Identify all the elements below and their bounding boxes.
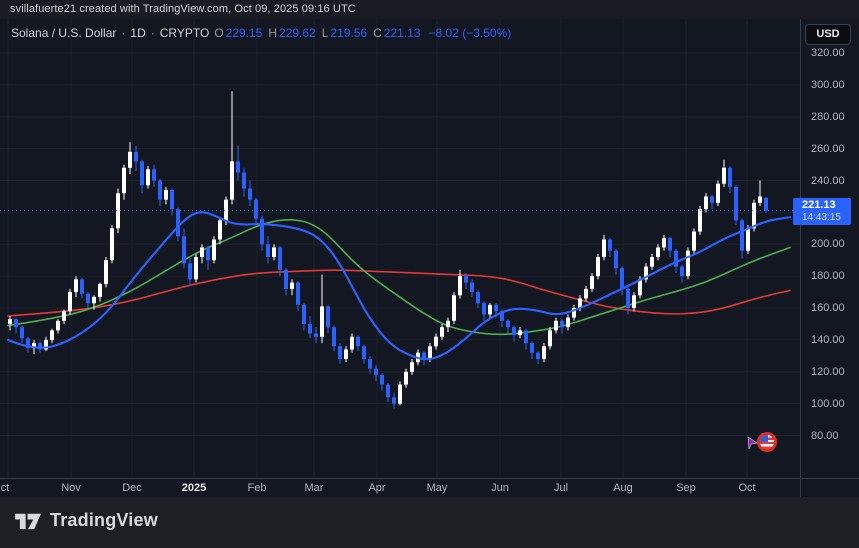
legend-symbol-name[interactable]: Solana / U.S. Dollar xyxy=(11,26,117,40)
candlestick-chart-canvas[interactable] xyxy=(0,19,859,478)
brand-bar: TradingView xyxy=(0,497,859,548)
time-tick-label: ct xyxy=(0,482,10,494)
legend-exchange[interactable]: CRYPTO xyxy=(159,26,210,40)
legend-open-value: 229.15 xyxy=(225,26,263,40)
price-tick-label: 240.00 xyxy=(811,174,845,187)
currency-toggle-button[interactable]: USD xyxy=(805,24,851,45)
price-tick-label: 140.00 xyxy=(811,333,845,346)
grid-lines xyxy=(0,19,800,478)
time-tick-label: May xyxy=(426,482,448,494)
price-tick-label: 300.00 xyxy=(811,78,845,91)
legend-close-letter: C xyxy=(373,26,382,40)
top-credit-bar: svillafuerte21 created with TradingView.… xyxy=(0,0,859,19)
time-tick-label: 2025 xyxy=(181,482,207,494)
price-tick-label: 80.00 xyxy=(811,429,839,442)
price-tick-label: 180.00 xyxy=(811,270,845,283)
price-scale[interactable]: USD 221.13 14:43:15 320.00 300.00 280.00 26… xyxy=(793,19,859,478)
price-tick-label: 100.00 xyxy=(811,397,845,410)
tradingview-logo[interactable]: TradingView xyxy=(15,509,158,532)
tradingview-logo-icon xyxy=(15,513,41,530)
time-tick-label: Sep xyxy=(676,482,696,494)
price-tick-label: 260.00 xyxy=(811,142,845,155)
candles-layer xyxy=(8,91,768,409)
legend-high-letter: H xyxy=(268,26,278,40)
time-tick-label: Nov xyxy=(61,482,81,494)
ma-red-line xyxy=(7,269,791,317)
legend-separator: · xyxy=(121,26,126,40)
price-tick-label: 120.00 xyxy=(811,365,845,378)
price-tick-label: 320.00 xyxy=(811,47,845,59)
legend-open-letter: O xyxy=(214,26,224,40)
legend-high-value: 229.62 xyxy=(279,26,316,40)
legend-change-value: −8.02 (−3.50%) xyxy=(428,26,512,40)
legend-separator: · xyxy=(150,26,155,40)
symbol-legend[interactable]: Solana / U.S. Dollar · 1D · CRYPTO O 229.15 H 22… xyxy=(11,26,511,40)
time-tick-label: Jun xyxy=(491,482,509,494)
time-tick-label: Apr xyxy=(368,482,386,494)
chart-pane[interactable]: Solana / U.S. Dollar · 1D · CRYPTO O 229.15 H 22… xyxy=(0,19,859,478)
tradingview-logo-text: TradingView xyxy=(50,510,158,530)
time-tick-label: Mar xyxy=(304,482,324,494)
current-price-value: 221.13 xyxy=(802,198,836,211)
axis-corner-divider xyxy=(800,479,801,498)
time-axis[interactable]: ct Nov Dec 2025 Feb Mar Apr May Jun Jul Aug Sep Oct xyxy=(0,478,859,498)
price-tick-label: 200.00 xyxy=(811,238,845,251)
time-tick-label: Dec xyxy=(122,482,142,494)
current-price-label: 221.13 14:43:15 xyxy=(793,197,851,225)
legend-low-letter: L xyxy=(321,26,329,40)
legend-low-value: 219.56 xyxy=(330,26,368,40)
snapshot-credit-text: svillafuerte21 created with TradingView.… xyxy=(10,3,356,15)
time-tick-label: Oct xyxy=(738,482,756,494)
ma-blue-line xyxy=(7,211,791,361)
moving-averages-layer xyxy=(7,211,791,361)
mouse-cursor-icon xyxy=(747,436,759,450)
ma-green-line xyxy=(7,219,791,336)
price-tick-label: 280.00 xyxy=(811,110,845,123)
price-tick-label: 160.00 xyxy=(811,302,845,315)
time-tick-label: Aug xyxy=(613,482,633,494)
time-tick-label: Jul xyxy=(553,482,569,494)
flag-canton xyxy=(760,435,768,442)
bar-countdown-timer: 14:43:15 xyxy=(802,211,841,223)
us-flag-sticker-icon[interactable] xyxy=(757,432,777,452)
legend-close-value: 221.13 xyxy=(383,26,421,40)
legend-interval[interactable]: 1D xyxy=(130,26,146,40)
ma-blue-overlay-line xyxy=(7,211,791,361)
time-tick-label: Feb xyxy=(247,482,267,494)
